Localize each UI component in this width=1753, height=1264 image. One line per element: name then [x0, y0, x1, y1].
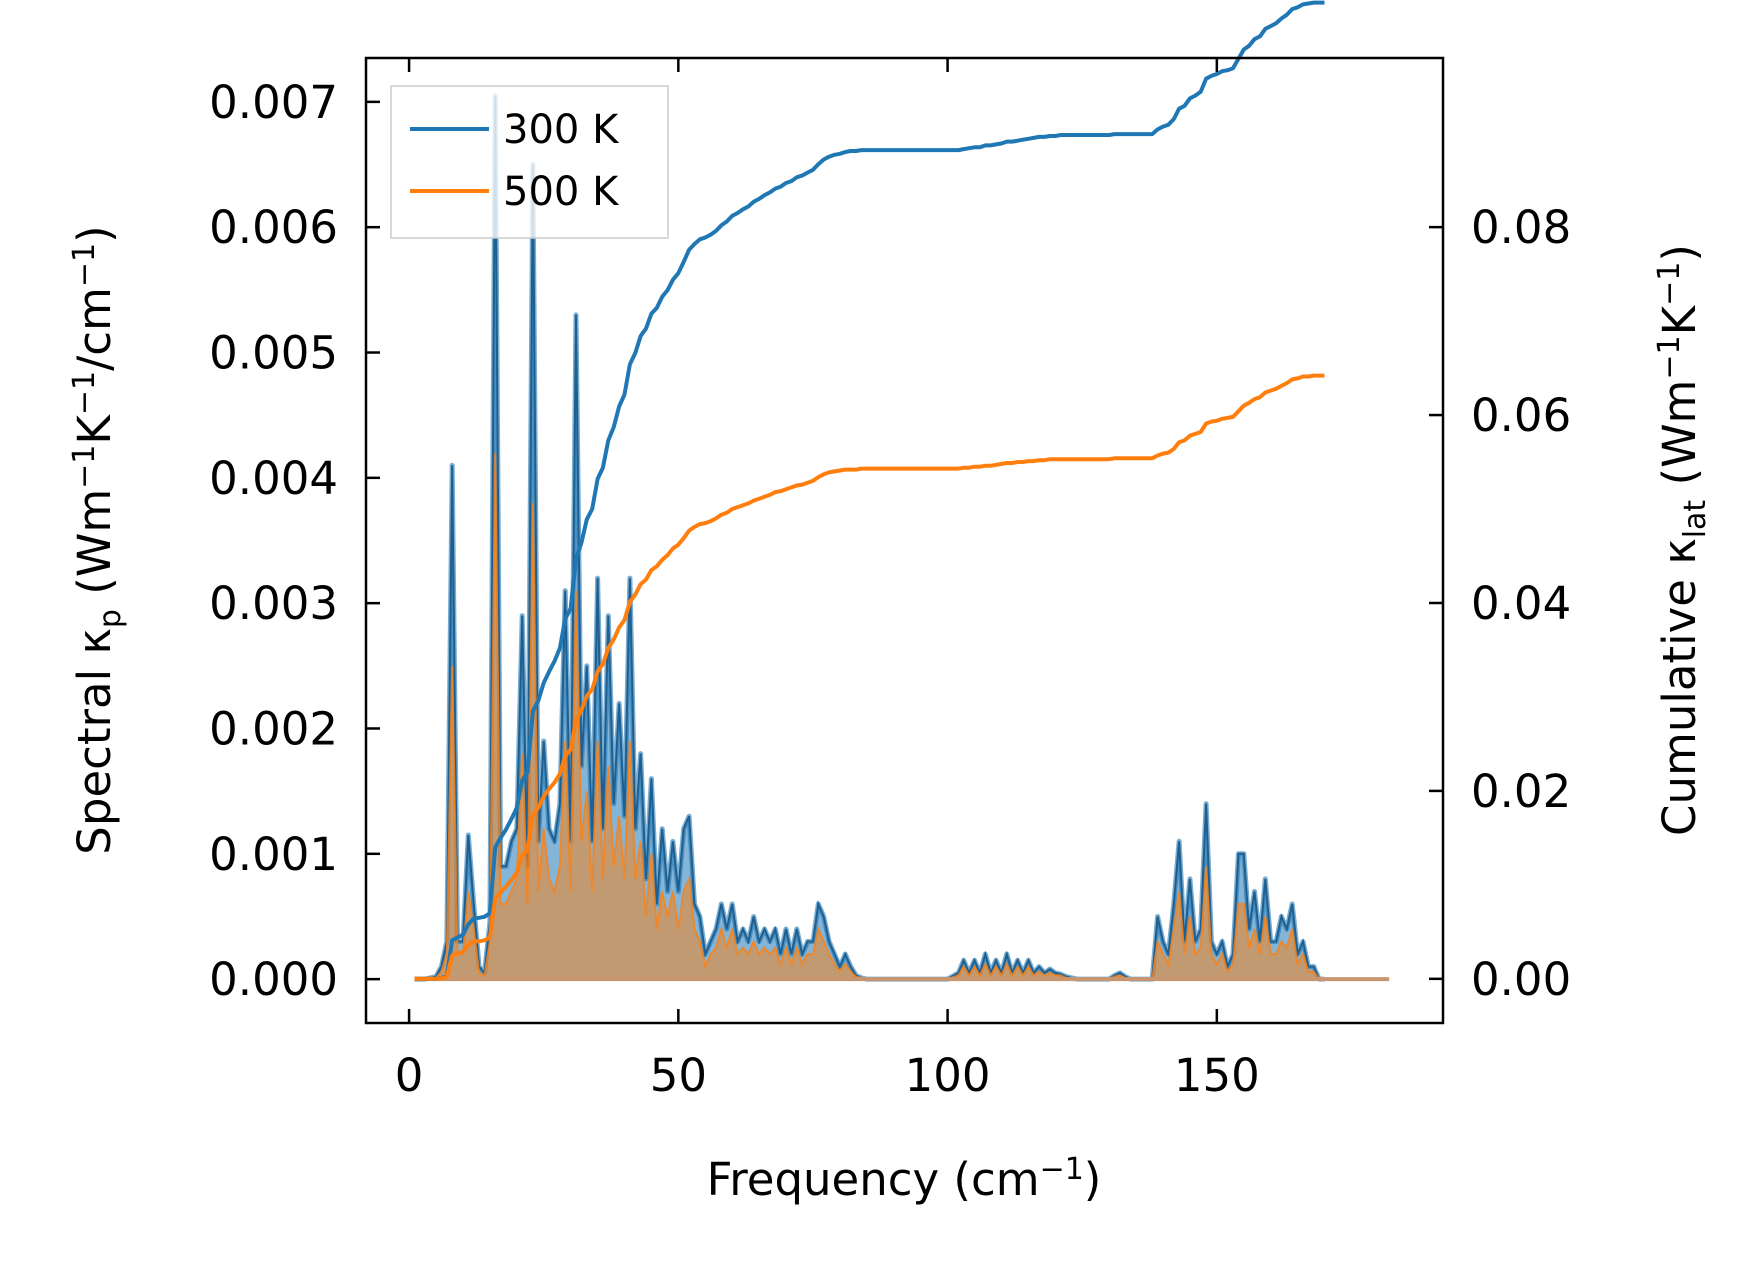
plot-area [414, 0, 1390, 982]
cumulative-lines [414, 0, 1325, 981]
right-tick-label: 0.00 [1471, 953, 1571, 1006]
left-axis-title: Spectral κp (Wm−1K−1/cm−1) [67, 225, 128, 854]
right-tick-label: 0.06 [1471, 389, 1571, 442]
plot-frame [364, 56, 1445, 1025]
legend-box [390, 85, 669, 239]
right-tick-label: 0.04 [1471, 577, 1571, 630]
spectral-line-300k [414, 95, 1325, 981]
cumulative-line-300k [414, 0, 1325, 981]
left-tick-label: 0.002 [209, 702, 338, 755]
legend-label-500k: 500 K [503, 169, 620, 215]
left-tick-label: 0.003 [209, 577, 338, 630]
x-tick-label: 150 [1174, 1049, 1260, 1102]
legend: 300 K 500 K [390, 85, 669, 239]
x-tick-label: 0 [395, 1049, 424, 1102]
left-tick-label: 0.001 [209, 828, 338, 881]
axis-ticks: 0 50 100 1500.0000.0010.0020.0030.0040.0050… [209, 58, 1571, 1102]
x-tick-label: 50 [650, 1049, 707, 1102]
right-axis-title: Cumulative κlat (Wm−1K−1) [1652, 244, 1713, 836]
spectral-area-500k [414, 452, 1325, 981]
cumulative-line-500k [414, 373, 1325, 981]
left-tick-label: 0.000 [209, 953, 338, 1006]
left-tick-label: 0.004 [209, 452, 338, 505]
spectral-fills [414, 93, 1390, 982]
left-tick-label: 0.006 [209, 201, 338, 254]
x-tick-label: 100 [905, 1049, 991, 1102]
x-axis-title: Frequency (cm−1) [707, 1152, 1102, 1206]
right-tick-label: 0.08 [1471, 201, 1571, 254]
left-tick-label: 0.005 [209, 327, 338, 380]
legend-label-300k: 300 K [503, 107, 620, 153]
right-tick-label: 0.02 [1471, 765, 1571, 818]
left-tick-label: 0.007 [209, 76, 338, 129]
